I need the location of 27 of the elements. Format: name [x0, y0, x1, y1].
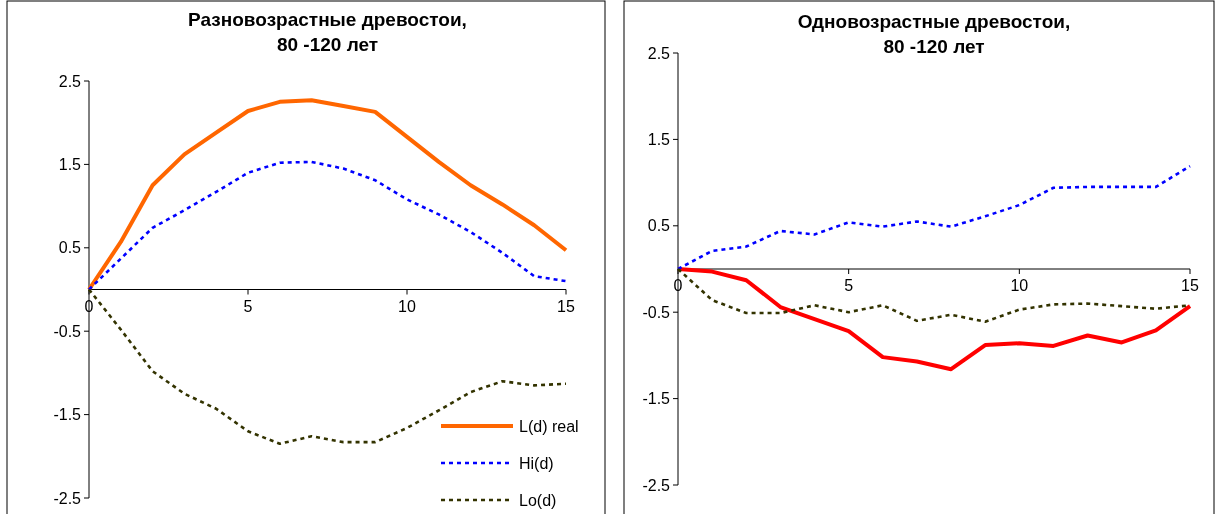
y-tick-label: 1.5 [58, 156, 82, 173]
chart-title: Одновозрастные древостои, 80 -120 лет [797, 11, 1071, 57]
y-tick-label: 2.5 [647, 44, 671, 62]
y-tick-label: 0.5 [647, 217, 671, 235]
x-tick-label: 15 [1181, 277, 1199, 294]
y-tick-label: -0.5 [642, 303, 671, 321]
x-tick-label: 0 [673, 277, 683, 294]
legend-label: L(d) real [519, 417, 579, 435]
y-tick-label: 1.5 [647, 131, 671, 148]
y-tick-label: 0.5 [58, 239, 82, 257]
y-tick-label: -0.5 [53, 322, 82, 340]
x-tick-label: 5 [844, 277, 854, 294]
y-tick-label: -2.5 [53, 489, 82, 507]
legend-label: Lo(d) [519, 491, 557, 509]
y-tick-label: -1.5 [53, 406, 82, 424]
y-tick-label: -2.5 [642, 476, 671, 494]
x-tick-label: 0 [84, 297, 94, 315]
chart-title: Разновозрастные древостои, 80 -120 лет [188, 9, 467, 55]
y-tick-label: -1.5 [642, 390, 671, 408]
line-series [87, 160, 568, 291]
x-tick-label: 5 [243, 297, 253, 315]
x-tick-label: 15 [557, 297, 575, 315]
x-tick-label: 10 [398, 297, 416, 315]
x-tick-label: 10 [1010, 277, 1029, 294]
y-tick-label: 2.5 [58, 72, 82, 90]
line-series [676, 164, 1192, 271]
legend-label: Hi(d) [519, 454, 554, 472]
